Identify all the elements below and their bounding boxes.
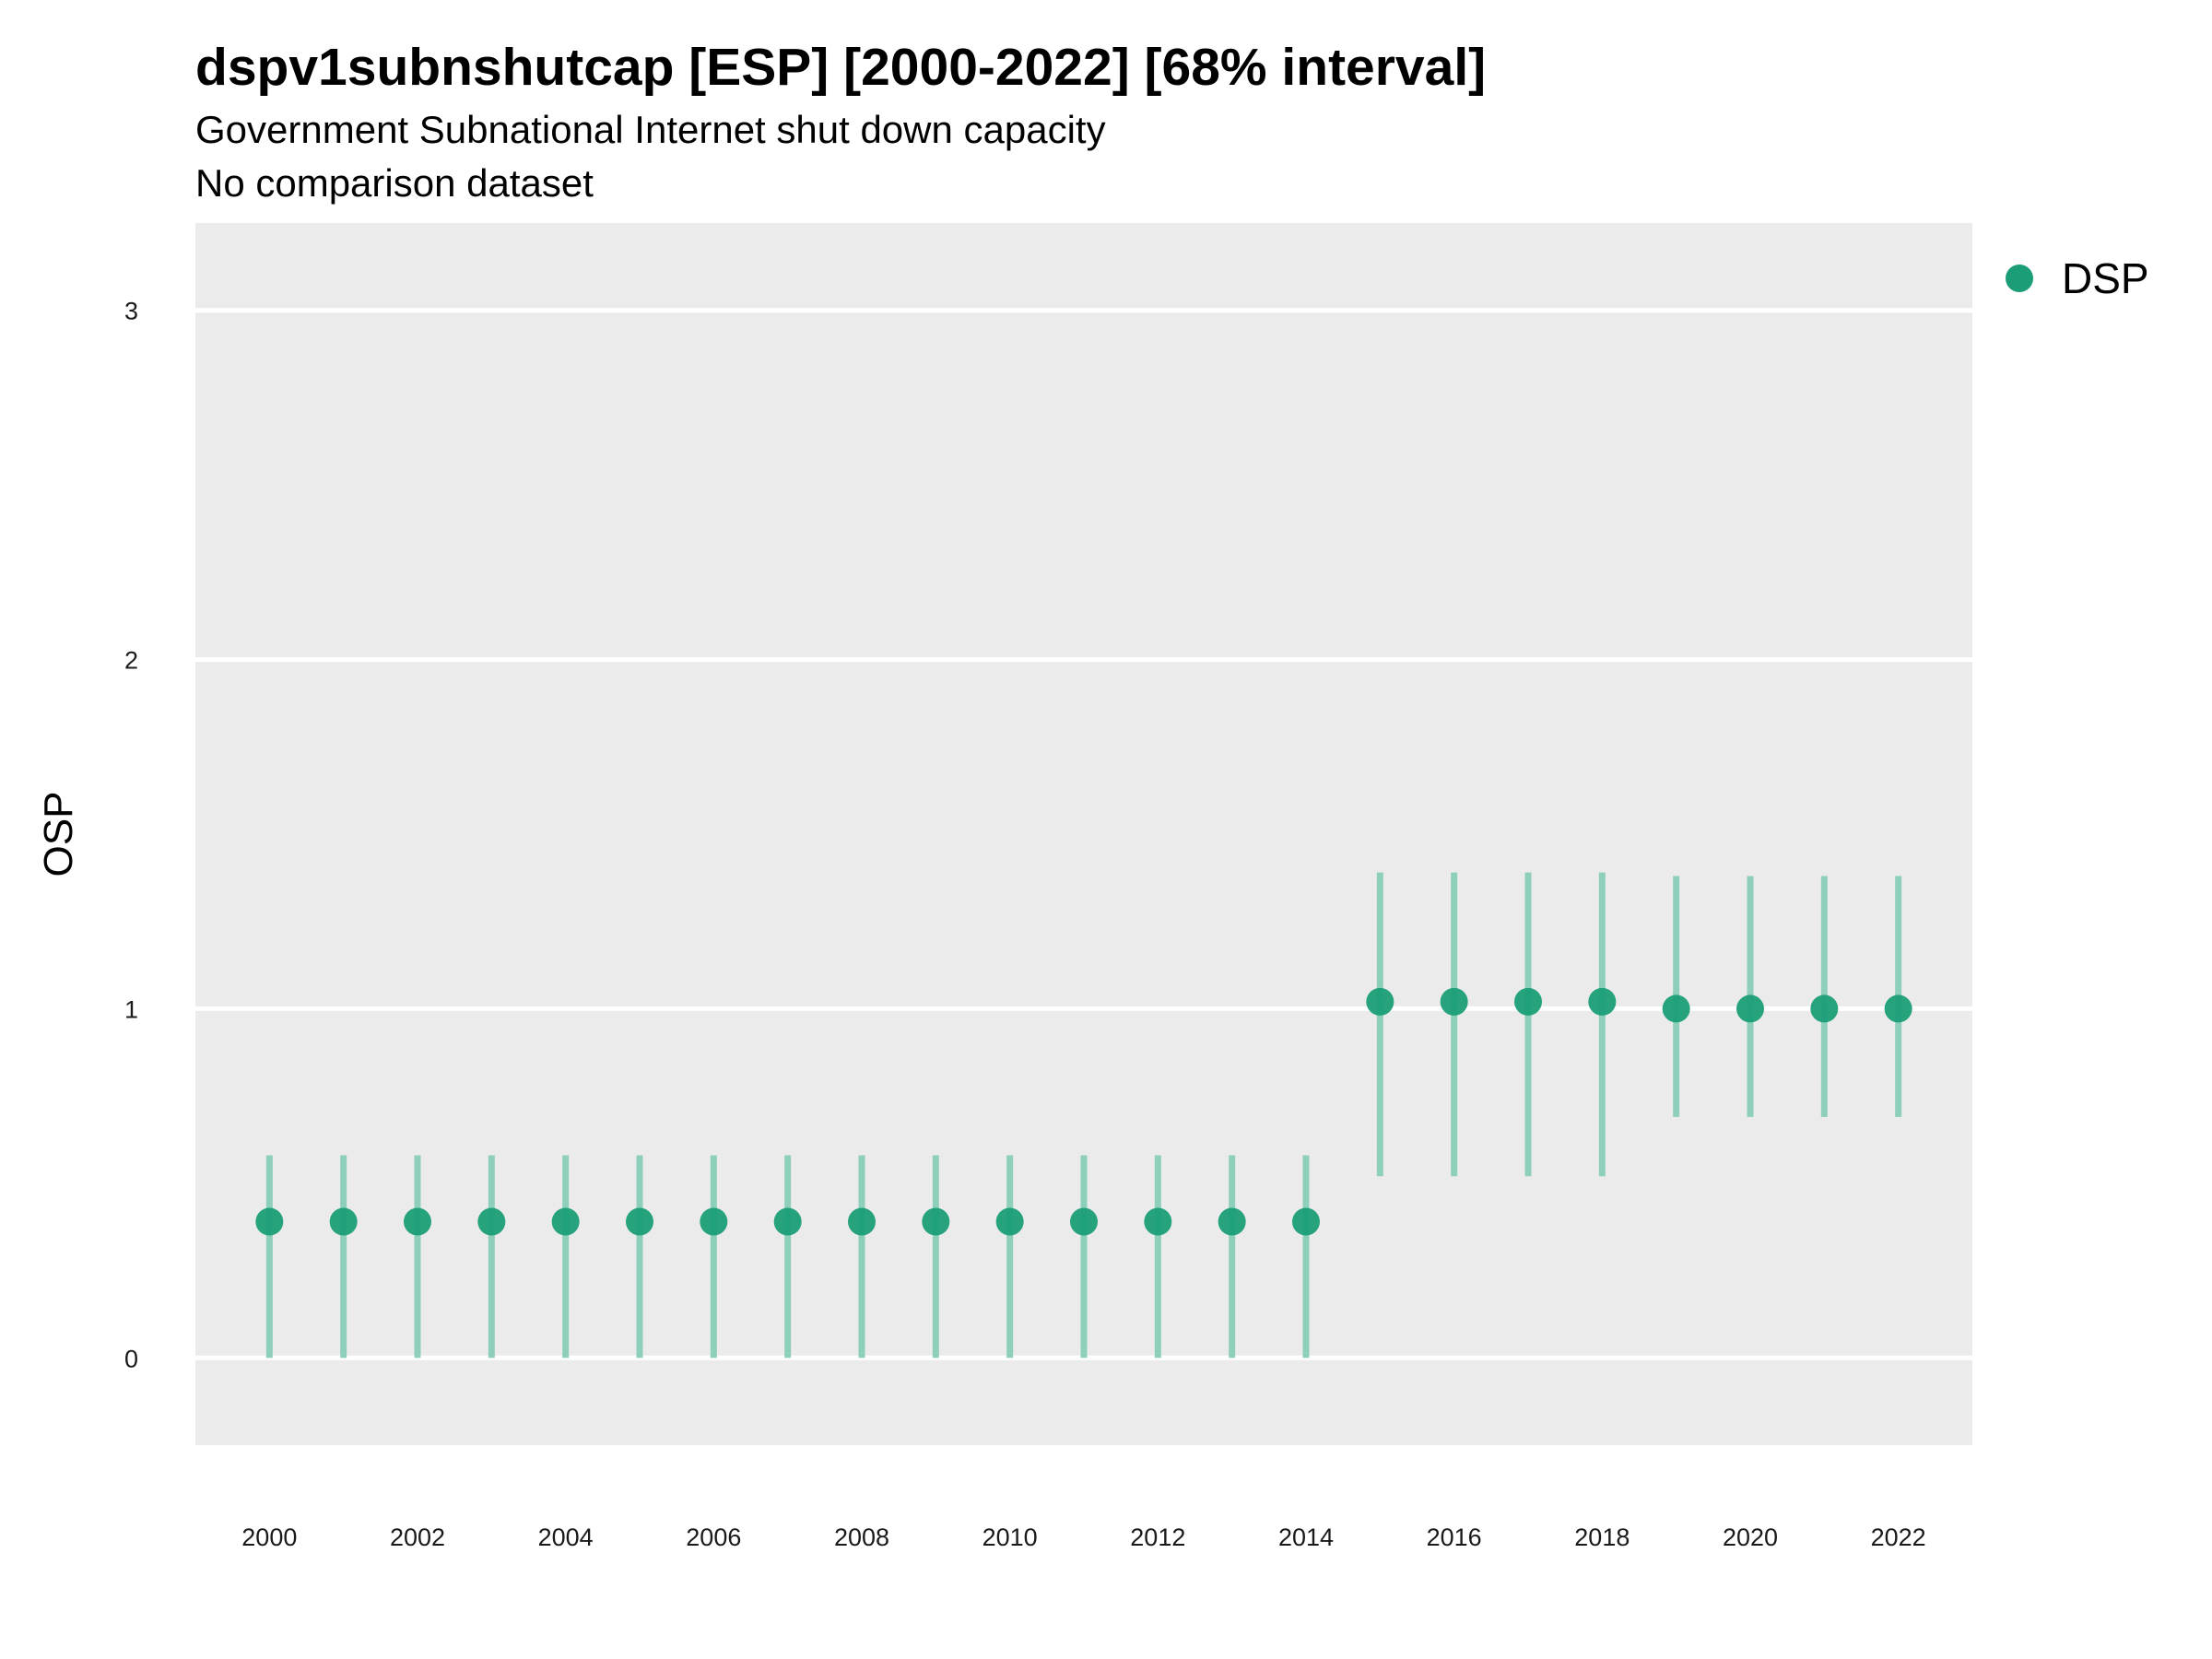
legend: DSP xyxy=(2006,254,2149,302)
y-axis-title: OSP xyxy=(36,792,81,877)
data-point-2018 xyxy=(1588,987,1617,1016)
data-point-2002 xyxy=(404,1207,431,1236)
data-point-2008 xyxy=(848,1207,876,1236)
data-point-2001 xyxy=(329,1207,358,1236)
data-point-2011 xyxy=(1070,1207,1098,1236)
y-tick-label-2: 2 xyxy=(124,647,138,675)
legend-marker-dsp xyxy=(2006,265,2033,292)
chart-title: dspv1subnshutcap [ESP] [2000-2022] [68% … xyxy=(195,38,1486,97)
data-point-2016 xyxy=(1440,987,1468,1016)
x-tick-label-2000: 2000 xyxy=(241,1524,297,1551)
data-point-2004 xyxy=(551,1207,580,1236)
data-point-2005 xyxy=(626,1207,653,1236)
interval-bars xyxy=(265,872,1902,1359)
x-tick-label-2018: 2018 xyxy=(1574,1524,1630,1551)
y-tick-labels: 0 1 2 3 xyxy=(124,298,138,1373)
chart-caption: No comparison dataset xyxy=(195,161,594,205)
x-tick-label-2014: 2014 xyxy=(1278,1524,1334,1551)
x-tick-label-2002: 2002 xyxy=(390,1524,445,1551)
x-tick-label-2020: 2020 xyxy=(1723,1524,1778,1551)
y-tick-label-1: 1 xyxy=(124,995,138,1023)
data-point-2013 xyxy=(1218,1207,1246,1236)
data-points xyxy=(255,987,1912,1236)
legend-label-dsp: DSP xyxy=(2062,254,2149,302)
data-point-2007 xyxy=(773,1207,802,1236)
data-point-2000 xyxy=(255,1207,284,1236)
data-point-2009 xyxy=(922,1207,950,1236)
x-tick-label-2006: 2006 xyxy=(686,1524,741,1551)
data-point-2021 xyxy=(1810,994,1839,1023)
data-point-2012 xyxy=(1144,1207,1172,1236)
x-tick-label-2004: 2004 xyxy=(538,1524,594,1551)
x-tick-label-2012: 2012 xyxy=(1130,1524,1185,1551)
chart-subtitle: Government Subnational Internet shut dow… xyxy=(195,108,1106,151)
data-point-2019 xyxy=(1662,994,1690,1023)
data-point-2020 xyxy=(1736,994,1764,1023)
data-point-2006 xyxy=(700,1207,728,1236)
data-point-2017 xyxy=(1514,987,1542,1016)
data-point-2003 xyxy=(477,1207,506,1236)
x-tick-label-2010: 2010 xyxy=(982,1524,1038,1551)
x-tick-label-2016: 2016 xyxy=(1427,1524,1482,1551)
y-tick-label-3: 3 xyxy=(124,298,138,325)
data-point-2022 xyxy=(1884,994,1912,1023)
x-tick-label-2022: 2022 xyxy=(1871,1524,1926,1551)
data-point-2015 xyxy=(1366,987,1394,1016)
data-point-2010 xyxy=(995,1207,1024,1236)
data-point-2014 xyxy=(1292,1207,1320,1236)
y-tick-label-0: 0 xyxy=(124,1345,138,1372)
x-tick-label-2008: 2008 xyxy=(834,1524,889,1551)
x-tick-labels: 2000 2002 2004 2006 2008 2010 2012 2014 2016 2018… xyxy=(241,1524,1925,1551)
